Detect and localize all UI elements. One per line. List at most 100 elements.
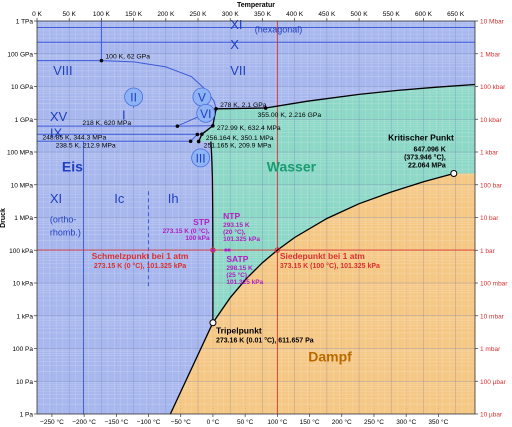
left-tick-label: 10 kPa [13, 281, 34, 288]
melting-point-title: Schmelzpunkt bei 1 atm [92, 251, 189, 261]
top-tick-label: 350 K [254, 11, 272, 18]
right-tick-label: 10 mbar [480, 313, 505, 320]
ice-phase-label: IX [50, 125, 63, 140]
circled-phase-badge [191, 148, 211, 168]
marked-points [99, 58, 458, 327]
triple-point-dot [214, 106, 218, 111]
right-tick-label: 1 Mbar [480, 51, 501, 58]
circled-phase-label: II [130, 90, 137, 104]
circled-phase-label: VI [200, 107, 211, 121]
critical-point-line3: 22.064 MPa [408, 162, 446, 169]
triple-point-marker [209, 319, 217, 327]
boundary-ice-VII-melting [265, 83, 475, 109]
bottom-tick-label: −50 °C [171, 418, 191, 426]
boundary-ice-water-high [216, 107, 266, 110]
ntp-line1: 293.15 K [223, 222, 250, 229]
ntp-marker [224, 248, 228, 252]
circled-phase-badge [124, 87, 144, 107]
bottom-tick-label: 200 °C [332, 418, 352, 426]
left-tick-label: 10 MPa [11, 182, 34, 189]
satp-line3: 101.325 kPa [226, 279, 263, 286]
left-tick-label: 1 GPa [15, 117, 34, 124]
satp-line1: 298.15 K [226, 265, 253, 272]
melting-point-marker [210, 247, 216, 253]
triple-point-label: 272.99 K, 632.4 MPa [217, 125, 281, 132]
right-tick-label: 100 mbar [480, 281, 508, 288]
boundary-ice-water [210, 141, 214, 323]
triple-point-dot [99, 58, 104, 63]
boundary-ice-vapor [169, 322, 214, 414]
triple-point-label: 278 K, 2.1 GPa [220, 102, 267, 109]
tripelpunkt-title: Tripelpunkt [216, 326, 262, 336]
stp-line2: 100 kPa [185, 235, 210, 242]
top-axis-label: Temperatur [237, 2, 275, 9]
reference-lines [37, 21, 475, 414]
bottom-tick-label: 300 °C [396, 418, 416, 426]
region-label-eis: Eis [62, 159, 83, 175]
triple-point-label: 238.5 K, 212.9 MPa [56, 142, 116, 149]
right-tick-label: 10 µbar [480, 412, 503, 419]
bottom-tick-label: −200 °C [72, 418, 96, 426]
ntp-title: NTP [223, 211, 240, 221]
top-tick-label: 0 K [32, 11, 42, 18]
left-tick-label: 100 MPa [7, 150, 33, 157]
bottom-tick-label: 150 °C [300, 418, 320, 426]
top-tick-label: 250 K [190, 11, 208, 18]
bottom-tick-label: 100 °C [267, 418, 287, 426]
ice-phase-label: X [230, 37, 239, 52]
stp-title: STP [193, 217, 210, 227]
triple-point-dot [196, 139, 201, 144]
satp-title: SATP [226, 254, 248, 264]
critical-point-line2: (373.946 °C), [404, 153, 446, 161]
ice-phase-label: rhomb.) [50, 228, 81, 238]
satp-line2: (25 °C), [226, 271, 249, 279]
top-tick-label: 100 K [93, 11, 111, 18]
boiling-point-title: Siedepunkt bei 1 atm [280, 251, 365, 261]
right-tick-label: 10 bar [480, 215, 499, 222]
right-tick-label: 100 µbar [480, 379, 507, 386]
ice-phase-label: XV [50, 109, 68, 124]
ice-phase-label: I [122, 107, 126, 122]
ice-phase-label: Ic [114, 191, 125, 206]
left-axis-label: Druck [0, 208, 7, 228]
top-tick-label: 50 K [63, 11, 77, 18]
ntp-line3: 101.325 kPa [223, 236, 260, 243]
left-tick-label: 1 MPa [14, 215, 33, 222]
triple-point-label: 256.164 K, 350.1 MPa [206, 135, 274, 142]
left-tick-label: 1 TPa [16, 19, 34, 26]
axis-ticks: 0 K 50 K 100 K 150 K 200 K 250 K 300 K 350 K 400… [7, 11, 508, 426]
right-tick-label: 1 kbar [480, 150, 499, 157]
ice-phase-label: (hexagonal) [255, 24, 303, 34]
ice-phase-label: VIII [53, 63, 73, 78]
triple-point-dot [263, 106, 268, 110]
ice-phase-lines [37, 21, 475, 414]
top-tick-label: 300 K [222, 11, 240, 18]
boiling-point-value: 373.15 K (100 °C), 101.325 kPa [280, 262, 380, 270]
critical-point-title: Kritischer Punkt [388, 132, 454, 142]
circled-phase-label: V [198, 90, 206, 104]
boundary-water-vapor [212, 172, 454, 324]
triple-point-dot [211, 124, 215, 128]
left-tick-label: 100 Pa [12, 346, 33, 353]
triple-point-dot [195, 132, 200, 137]
top-tick-label: 150 K [125, 11, 143, 18]
region-label-dampf: Dampf [308, 349, 352, 365]
grid [37, 21, 475, 414]
vapor-region [165, 173, 475, 414]
left-tick-label: 1 kPa [16, 313, 33, 320]
left-tick-label: 100 kPa [9, 248, 33, 255]
bottom-tick-label: 50 °C [237, 418, 254, 426]
left-tick-label: 1 Pa [20, 412, 34, 419]
triple-point-label: 355.00 K, 2.216 GPa [258, 112, 322, 119]
ntp-line2: (20 °C), [223, 228, 246, 236]
circled-phase-badge [196, 103, 216, 123]
top-tick-label: 550 K [383, 11, 401, 18]
bottom-tick-label: −100 °C [137, 418, 161, 426]
right-tick-label: 100 kbar [480, 84, 506, 91]
tripelpunkt-value: 273.16 K (0.01 °C), 611.657 Pa [216, 337, 314, 345]
triple-point-dot [200, 132, 204, 136]
right-tick-label: 1 mbar [480, 346, 501, 353]
triple-point-label: 248.85 K, 344.3 MPa [42, 134, 106, 141]
triple-point-label: 100 K, 62 GPa [105, 54, 150, 61]
